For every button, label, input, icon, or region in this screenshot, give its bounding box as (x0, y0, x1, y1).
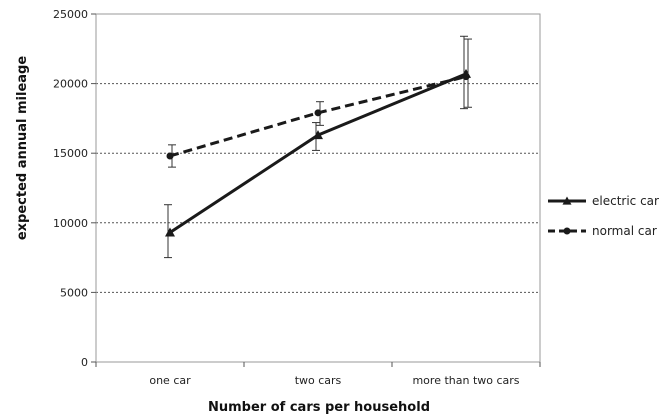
data-point-triangle (562, 196, 572, 205)
y-axis-title: expected annual mileage (15, 56, 30, 241)
x-tick-label: two cars (295, 374, 342, 387)
plot-frame (95, 13, 541, 363)
series-electric-car (164, 35, 471, 259)
y-tick-label: 10000 (53, 217, 88, 230)
legend: electric car normal car (548, 194, 659, 238)
legend-item: normal car (548, 224, 657, 238)
x-axis-title: Number of cars per household (208, 400, 430, 415)
data-point-circle (314, 109, 322, 117)
data-point-circle (166, 152, 174, 160)
legend-label: normal car (592, 224, 657, 238)
series-group (164, 35, 472, 259)
x-tick-label: one car (149, 374, 191, 387)
axes: 0 5000 10000 15000 20000 25000 one car two cars… (53, 8, 541, 387)
legend-item: electric car (548, 194, 659, 208)
data-point-circle (563, 227, 571, 235)
legend-label: electric car (592, 194, 659, 208)
y-tick-label: 25000 (53, 8, 88, 21)
y-tick-label: 15000 (53, 147, 88, 160)
y-tick-label: 0 (81, 356, 88, 369)
y-tick-label: 20000 (53, 78, 88, 91)
data-point-triangle (313, 130, 323, 140)
y-tick-label: 5000 (60, 286, 88, 299)
x-tick-label: more than two cars (412, 374, 519, 387)
series-normal-car (166, 38, 472, 168)
data-point-circle (462, 73, 470, 81)
data-point-triangle (165, 227, 175, 237)
